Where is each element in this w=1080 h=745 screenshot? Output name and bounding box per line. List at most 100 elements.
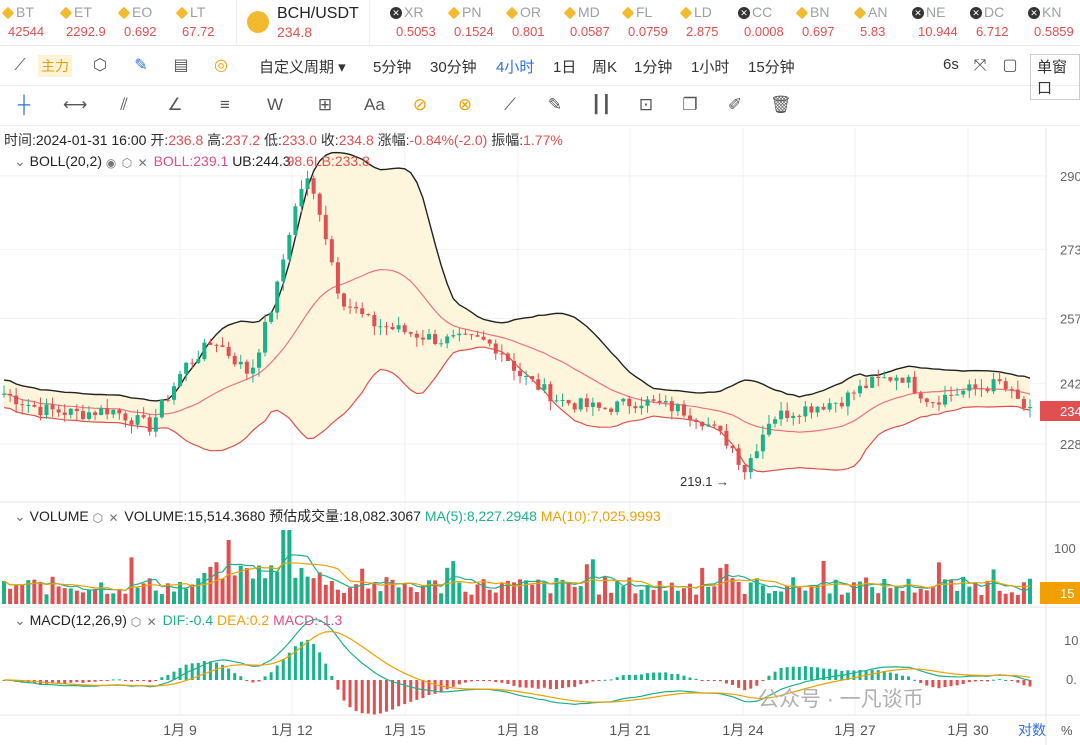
ticker-name: EO — [132, 4, 153, 20]
window-icon[interactable]: ▢ — [1002, 57, 1018, 74]
volume-bar — [366, 588, 371, 604]
crosshair-icon[interactable]: ┼ — [17, 95, 31, 114]
macd-bar — [676, 673, 680, 680]
macd-bar — [937, 680, 941, 689]
fullscreen-icon[interactable]: ⤧ — [973, 57, 987, 74]
settings-icon[interactable]: ⬡ — [130, 615, 142, 630]
lock-icon[interactable]: ⊡ — [638, 95, 654, 114]
candle-body — [991, 379, 996, 392]
text-icon[interactable]: Aa — [364, 95, 385, 114]
volume-bar — [445, 567, 450, 604]
ohlc-info: 时间:2024-01-31 16:00 开:236.8 高:237.2 低:23… — [4, 132, 563, 148]
pencil-icon[interactable]: ✎ — [134, 57, 148, 74]
period-1m[interactable]: 1分钟 — [634, 59, 673, 76]
macd-bar — [245, 680, 249, 681]
ticker-item[interactable]: FL 0.0759 — [620, 4, 680, 42]
calendar-icon[interactable]: ▤ — [173, 57, 189, 74]
angle-icon[interactable]: ∠ — [167, 95, 183, 114]
log-scale-toggle[interactable]: 对数 — [1018, 722, 1046, 738]
ticker-item[interactable]: MD 0.0587 — [562, 4, 622, 42]
lock-draw-icon[interactable]: ⊗ — [457, 95, 473, 114]
period-1h[interactable]: 1小时 — [691, 59, 730, 76]
macd-bar — [2, 680, 6, 681]
macd-bar — [779, 667, 783, 680]
boll-legend: ⌄ BOLL(20,2) ◉ ⬡ ✕ BOLL:239.1 UB:244.398… — [14, 153, 370, 171]
macd-bar — [907, 676, 911, 680]
close-icon[interactable]: ✕ — [108, 511, 119, 526]
wave-icon[interactable]: W — [266, 95, 284, 114]
ticker-item[interactable]: BT 42544 — [0, 4, 60, 42]
candle-body — [609, 408, 614, 413]
ticker-item[interactable]: EO 0.692 — [116, 4, 176, 42]
ticker-item[interactable]: ✕ XR 0.5053 — [388, 4, 448, 42]
horizontal-line-icon[interactable]: ⟷ — [63, 95, 88, 114]
parallel-lines-icon[interactable]: ⫽ — [120, 95, 128, 114]
ticker-item[interactable]: OR 0.801 — [504, 4, 564, 42]
trash-icon[interactable]: 🗑 — [770, 95, 792, 114]
period-week[interactable]: 周K — [592, 59, 618, 76]
candle-body — [936, 402, 941, 405]
ticker-item[interactable]: ET 2292.9 — [58, 4, 118, 42]
volume-bar — [736, 581, 741, 604]
volume-bar — [542, 582, 547, 604]
hexagon-settings-icon[interactable]: ⬡ — [93, 57, 107, 74]
percent-toggle[interactable]: % — [1061, 723, 1073, 738]
ticker-item[interactable]: ✕ DC 6.712 — [968, 4, 1028, 42]
candle-body — [730, 445, 735, 449]
candles-icon[interactable]: ┃┃ — [591, 95, 612, 114]
candle-body — [214, 344, 219, 346]
ticker-price: 67.72 — [182, 24, 215, 39]
measure-icon[interactable]: ⊞ — [317, 95, 333, 114]
settings-icon[interactable]: ⬡ — [92, 511, 104, 526]
volume-bar — [275, 571, 280, 604]
candle-body — [760, 434, 765, 452]
candle-body — [451, 335, 456, 337]
refresh-interval[interactable]: 6s — [943, 56, 959, 73]
chart-line-icon[interactable]: ⟋ — [14, 57, 26, 74]
macd-bar — [287, 652, 291, 680]
current-symbol[interactable]: BCH/USDT 234.8 — [236, 0, 370, 46]
volume-bar — [129, 557, 134, 604]
ticker-item[interactable]: AN 5.83 — [852, 4, 912, 42]
brush-icon[interactable]: ✎ — [547, 95, 563, 114]
volume-bar — [621, 586, 626, 604]
copy-icon[interactable]: ❐ — [682, 95, 698, 114]
edit-icon[interactable]: ✐ — [727, 95, 743, 114]
settings-icon[interactable]: ⬡ — [121, 156, 133, 171]
volume-bar — [888, 588, 893, 604]
close-icon[interactable]: ✕ — [146, 615, 157, 630]
volume-bar — [99, 582, 104, 604]
ticker-item[interactable]: PN 0.1524 — [446, 4, 506, 42]
macd-bar — [275, 665, 279, 680]
volume-bar — [141, 583, 146, 604]
fib-lines-icon[interactable]: ≡ — [220, 95, 230, 114]
macd-bar — [658, 672, 662, 680]
period-4h[interactable]: 4小时 — [496, 59, 535, 76]
clock-icon[interactable]: ◎ — [214, 57, 228, 74]
ticker-item[interactable]: ✕ NE 10.944 — [910, 4, 970, 42]
main-indicator-button[interactable]: 主力 — [38, 55, 72, 77]
custom-period-dropdown[interactable]: 自定义周期 ▾ — [259, 59, 346, 76]
period-15m[interactable]: 15分钟 — [748, 59, 795, 76]
close-icon[interactable]: ✕ — [137, 156, 148, 171]
period-1d[interactable]: 1日 — [553, 59, 577, 76]
volume-bar — [196, 578, 201, 604]
volume-bar — [997, 590, 1002, 604]
magnet-icon[interactable]: ⊘ — [412, 95, 428, 114]
period-30m[interactable]: 30分钟 — [430, 59, 477, 76]
window-mode-button[interactable]: 单窗口 — [1030, 54, 1080, 100]
period-5m[interactable]: 5分钟 — [373, 59, 412, 76]
ticker-item[interactable]: LT 67.72 — [174, 4, 234, 42]
candle-body — [518, 370, 523, 377]
ruler-icon[interactable]: ⟋ — [504, 95, 516, 114]
macd-bar — [14, 680, 18, 682]
ticker-item[interactable]: LD 2.875 — [678, 4, 738, 42]
ticker-item[interactable]: BN 0.697 — [794, 4, 854, 42]
ticker-item[interactable]: ✕ KN 0.5859 — [1026, 4, 1080, 42]
macd-bar — [439, 680, 443, 693]
eye-icon[interactable]: ◉ — [105, 156, 117, 171]
volume-bar — [2, 581, 6, 604]
macd-bar — [901, 675, 905, 680]
volume-bar — [530, 584, 535, 604]
ticker-item[interactable]: ✕ CC 0.0008 — [736, 4, 796, 42]
